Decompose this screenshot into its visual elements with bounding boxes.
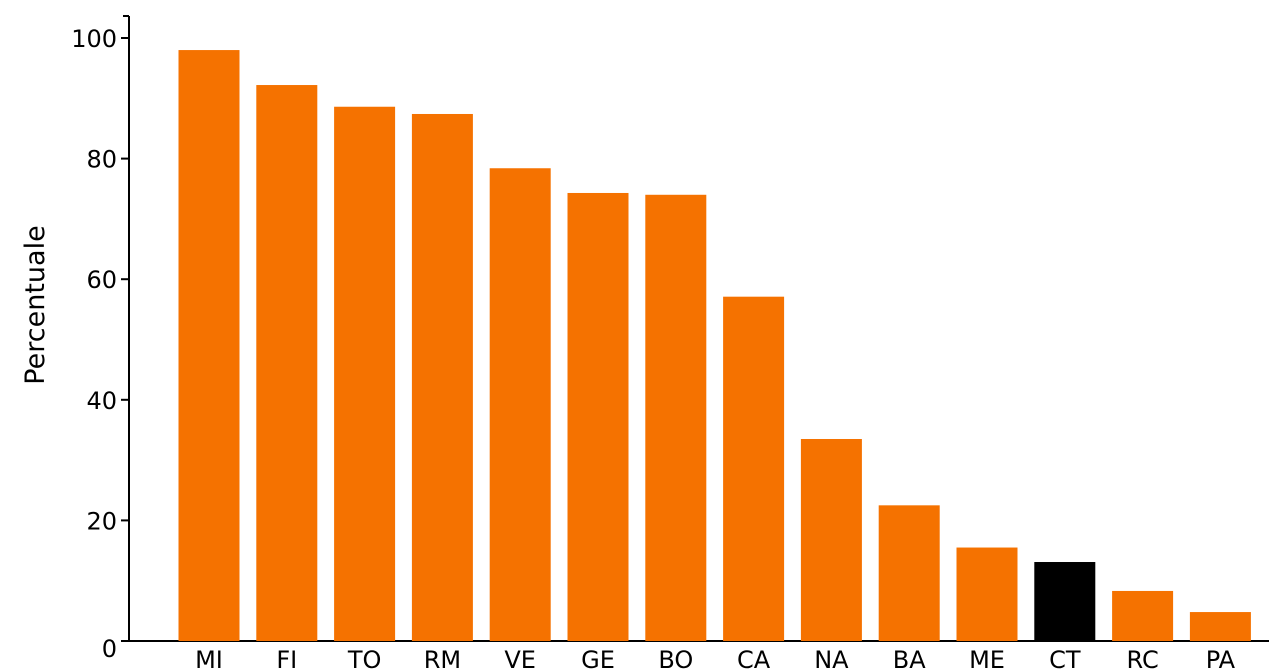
bar-rc <box>1112 590 1174 641</box>
bar-ba <box>878 505 940 641</box>
bar-ve <box>489 168 551 642</box>
bar-ct <box>1034 562 1096 641</box>
bar-pa <box>1189 612 1251 641</box>
x-tick-label-ge: GE <box>581 646 615 671</box>
bar-na <box>800 438 862 641</box>
y-tick-label: 60 <box>86 266 117 294</box>
x-tick-label-ca: CA <box>737 646 771 671</box>
bar-rm <box>411 113 473 641</box>
x-tick-label-ct: CT <box>1049 646 1081 671</box>
y-tick-label: 40 <box>86 387 117 415</box>
bar-bo <box>645 194 707 641</box>
bar-fi <box>256 85 318 641</box>
y-tick-labels: 0 20 40 60 80 100 <box>71 25 129 663</box>
x-tick-label-pa: PA <box>1206 646 1236 671</box>
x-tick-label-bo: BO <box>658 646 693 671</box>
bar-mi <box>178 50 240 642</box>
bar-ca <box>723 296 785 641</box>
y-tick-label: 20 <box>86 507 117 535</box>
x-tick-label-rm: RM <box>424 646 461 671</box>
x-tick-label-rc: RC <box>1126 646 1158 671</box>
x-tick-label-na: NA <box>814 646 849 671</box>
x-tick-label-ve: VE <box>504 646 536 671</box>
bar-me <box>956 547 1018 641</box>
bar-ge <box>567 192 629 641</box>
x-tick-label-ba: BA <box>893 646 926 671</box>
bar-to <box>334 106 396 641</box>
y-tick-label: 80 <box>86 146 117 174</box>
x-tick-label-fi: FI <box>276 646 297 671</box>
bars <box>178 50 1251 642</box>
y-tick-label: 100 <box>71 25 117 53</box>
x-tick-label-mi: MI <box>195 646 223 671</box>
x-tick-label-me: ME <box>969 646 1005 671</box>
y-tick-label: 0 <box>102 635 117 663</box>
x-tick-labels: MI FI TO RM VE GE BO CA NA BA ME CT RC PA <box>195 646 1236 671</box>
y-axis-label: Percentuale <box>20 225 51 384</box>
x-tick-label-to: TO <box>347 646 382 671</box>
